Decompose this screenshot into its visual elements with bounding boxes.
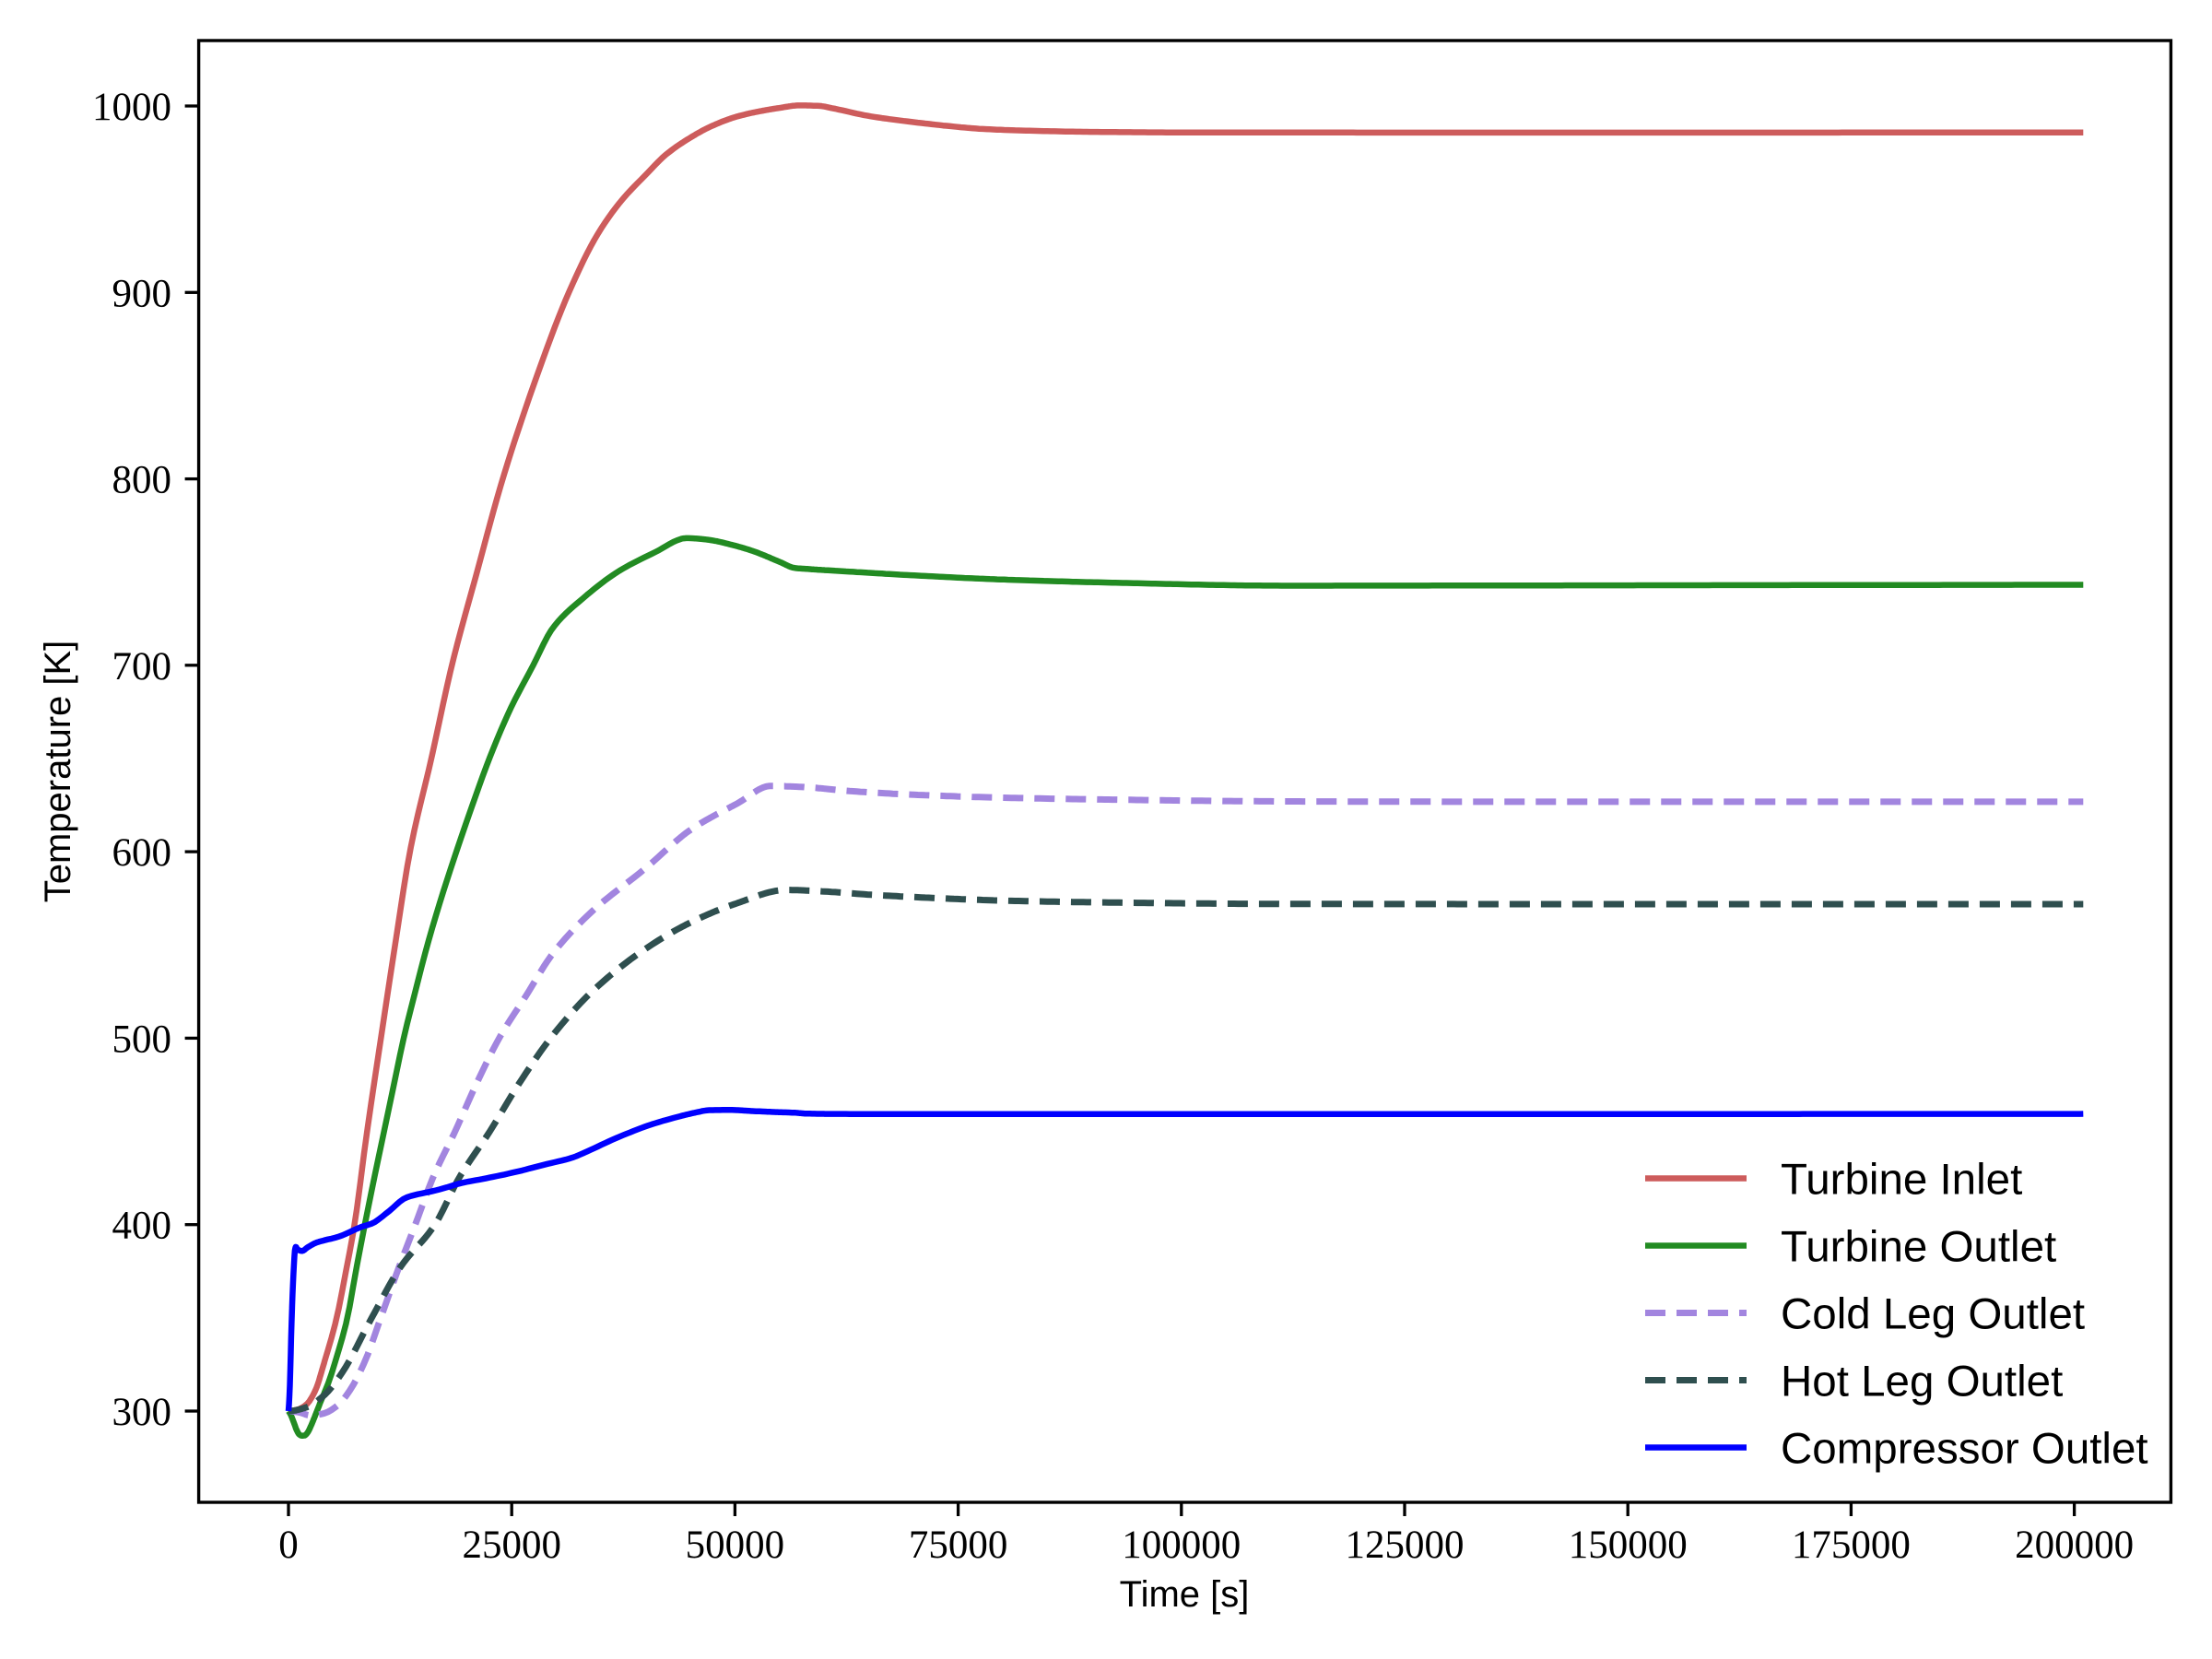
svg-text:Temperature [K]: Temperature [K] <box>38 641 78 903</box>
svg-text:150000: 150000 <box>1569 1524 1688 1567</box>
svg-text:1000: 1000 <box>92 86 171 129</box>
svg-text:125000: 125000 <box>1346 1524 1465 1567</box>
svg-text:600: 600 <box>112 831 172 875</box>
svg-text:Compressor Outlet: Compressor Outlet <box>1781 1425 2148 1474</box>
svg-text:Hot Leg Outlet: Hot Leg Outlet <box>1781 1358 2063 1406</box>
svg-text:175000: 175000 <box>1792 1524 1911 1567</box>
svg-text:0: 0 <box>278 1524 299 1567</box>
svg-text:Time [s]: Time [s] <box>1120 1574 1250 1615</box>
svg-text:100000: 100000 <box>1122 1524 1241 1567</box>
svg-text:50000: 50000 <box>686 1524 785 1567</box>
svg-text:800: 800 <box>112 459 172 502</box>
svg-text:Cold Leg Outlet: Cold Leg Outlet <box>1781 1290 2085 1339</box>
svg-text:Turbine Outlet: Turbine Outlet <box>1781 1223 2056 1272</box>
svg-text:400: 400 <box>112 1205 172 1248</box>
svg-text:700: 700 <box>112 645 172 688</box>
svg-text:75000: 75000 <box>909 1524 1008 1567</box>
svg-text:25000: 25000 <box>462 1524 561 1567</box>
svg-text:900: 900 <box>112 272 172 315</box>
svg-text:300: 300 <box>112 1391 172 1434</box>
svg-text:200000: 200000 <box>2015 1524 2134 1567</box>
svg-text:Turbine Inlet: Turbine Inlet <box>1781 1156 2022 1205</box>
svg-text:500: 500 <box>112 1018 172 1061</box>
